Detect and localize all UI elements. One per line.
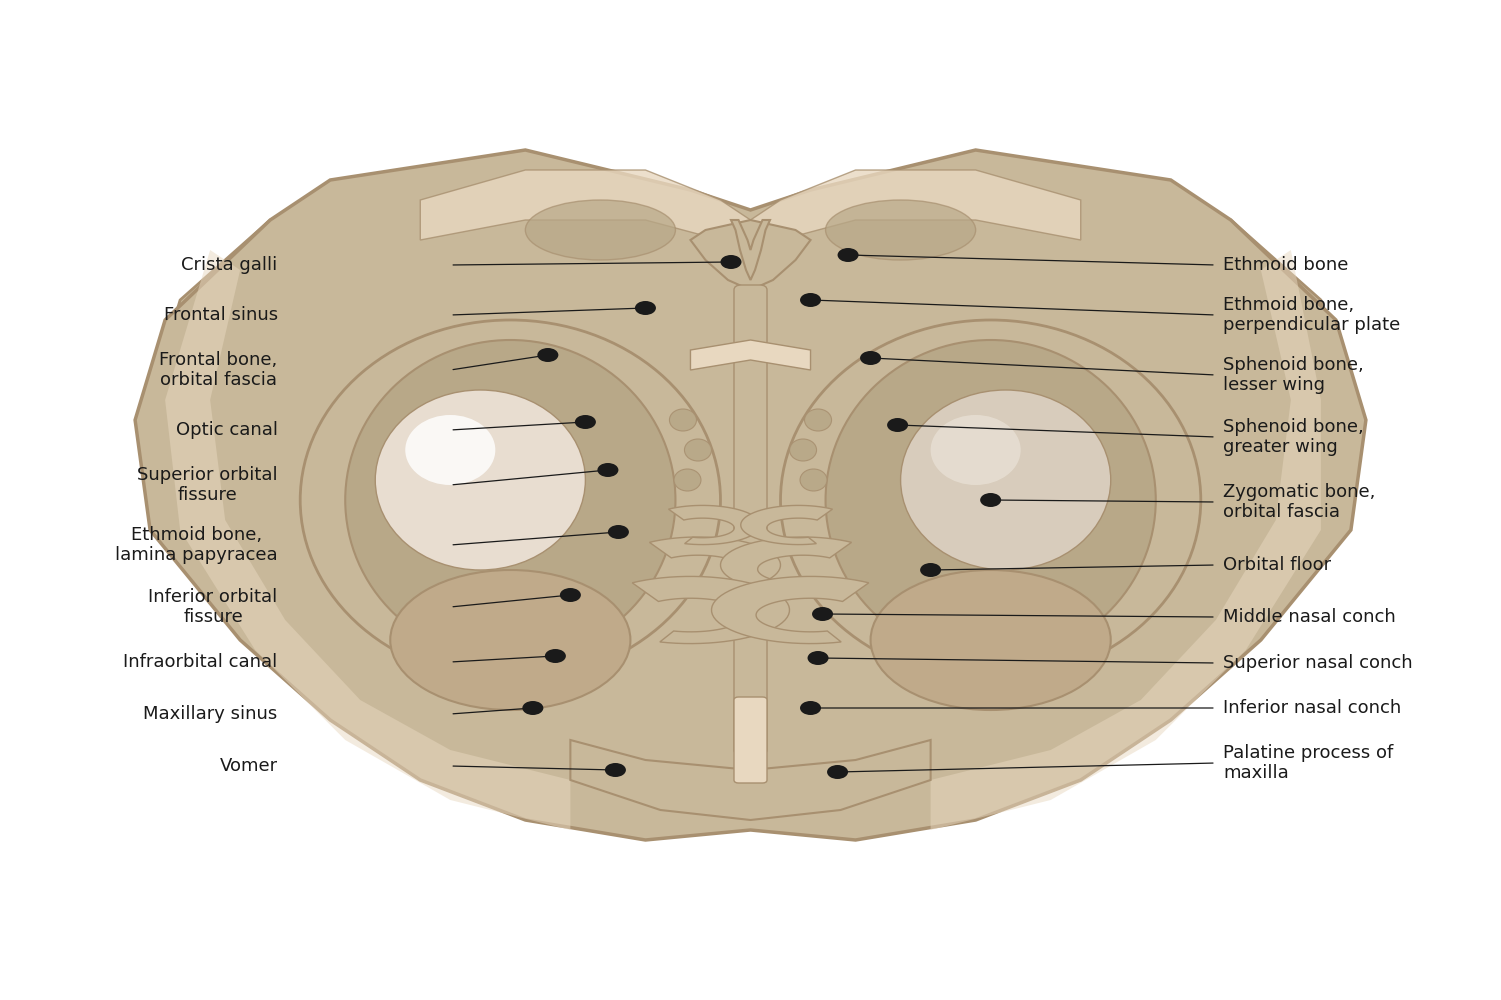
PathPatch shape	[632, 576, 790, 644]
Text: Ethmoid bone,
perpendicular plate: Ethmoid bone, perpendicular plate	[1223, 296, 1400, 334]
Ellipse shape	[669, 409, 696, 431]
PathPatch shape	[931, 250, 1321, 830]
Ellipse shape	[901, 390, 1111, 570]
Text: Sphenoid bone,
greater wing: Sphenoid bone, greater wing	[1223, 418, 1364, 456]
PathPatch shape	[165, 250, 570, 830]
Text: Frontal sinus: Frontal sinus	[164, 306, 278, 324]
Circle shape	[980, 493, 1001, 507]
Ellipse shape	[684, 439, 711, 461]
PathPatch shape	[741, 505, 833, 545]
FancyBboxPatch shape	[734, 697, 767, 783]
Ellipse shape	[390, 570, 630, 710]
PathPatch shape	[690, 340, 811, 370]
Circle shape	[800, 701, 821, 715]
Text: Ethmoid bone,
lamina papyracea: Ethmoid bone, lamina papyracea	[116, 526, 278, 564]
Circle shape	[887, 418, 908, 432]
Text: Ethmoid bone: Ethmoid bone	[1223, 256, 1349, 274]
Text: Zygomatic bone,
orbital fascia: Zygomatic bone, orbital fascia	[1223, 483, 1376, 521]
Text: Middle nasal conch: Middle nasal conch	[1223, 608, 1396, 626]
Text: Sphenoid bone,
lesser wing: Sphenoid bone, lesser wing	[1223, 356, 1364, 394]
Circle shape	[838, 248, 859, 262]
Circle shape	[537, 348, 558, 362]
Circle shape	[597, 463, 618, 477]
Ellipse shape	[375, 390, 585, 570]
Circle shape	[860, 351, 881, 365]
FancyBboxPatch shape	[734, 285, 767, 755]
Ellipse shape	[525, 200, 675, 260]
PathPatch shape	[720, 537, 851, 593]
PathPatch shape	[711, 576, 869, 644]
Ellipse shape	[800, 469, 827, 491]
PathPatch shape	[650, 537, 781, 593]
Ellipse shape	[405, 415, 495, 485]
PathPatch shape	[150, 160, 1351, 820]
PathPatch shape	[420, 170, 1081, 250]
Circle shape	[605, 763, 626, 777]
Circle shape	[720, 255, 741, 269]
Ellipse shape	[826, 200, 976, 260]
Circle shape	[560, 588, 581, 602]
PathPatch shape	[731, 220, 770, 280]
Circle shape	[800, 293, 821, 307]
Circle shape	[545, 649, 566, 663]
Ellipse shape	[805, 409, 832, 431]
Circle shape	[808, 651, 829, 665]
Text: Vomer: Vomer	[219, 757, 278, 775]
Text: Inferior nasal conch: Inferior nasal conch	[1223, 699, 1402, 717]
Circle shape	[812, 607, 833, 621]
Circle shape	[827, 765, 848, 779]
Text: Optic canal: Optic canal	[176, 421, 278, 439]
Circle shape	[635, 301, 656, 315]
Circle shape	[920, 563, 941, 577]
Text: Infraorbital canal: Infraorbital canal	[123, 653, 278, 671]
Text: Orbital floor: Orbital floor	[1223, 556, 1331, 574]
Circle shape	[608, 525, 629, 539]
Text: Superior orbital
fissure: Superior orbital fissure	[137, 466, 278, 504]
Text: Inferior orbital
fissure: Inferior orbital fissure	[149, 588, 278, 626]
Ellipse shape	[790, 439, 817, 461]
Ellipse shape	[826, 340, 1156, 660]
PathPatch shape	[135, 150, 1366, 840]
Text: Maxillary sinus: Maxillary sinus	[144, 705, 278, 723]
Text: Superior nasal conch: Superior nasal conch	[1223, 654, 1412, 672]
PathPatch shape	[690, 220, 811, 290]
Text: Frontal bone,
orbital fascia: Frontal bone, orbital fascia	[159, 351, 278, 389]
Text: Palatine process of
maxilla: Palatine process of maxilla	[1223, 744, 1393, 782]
Ellipse shape	[674, 469, 701, 491]
Circle shape	[522, 701, 543, 715]
Ellipse shape	[871, 570, 1111, 710]
PathPatch shape	[668, 505, 760, 545]
PathPatch shape	[570, 740, 931, 820]
Ellipse shape	[931, 415, 1021, 485]
Circle shape	[575, 415, 596, 429]
Ellipse shape	[345, 340, 675, 660]
Text: Crista galli: Crista galli	[182, 256, 278, 274]
